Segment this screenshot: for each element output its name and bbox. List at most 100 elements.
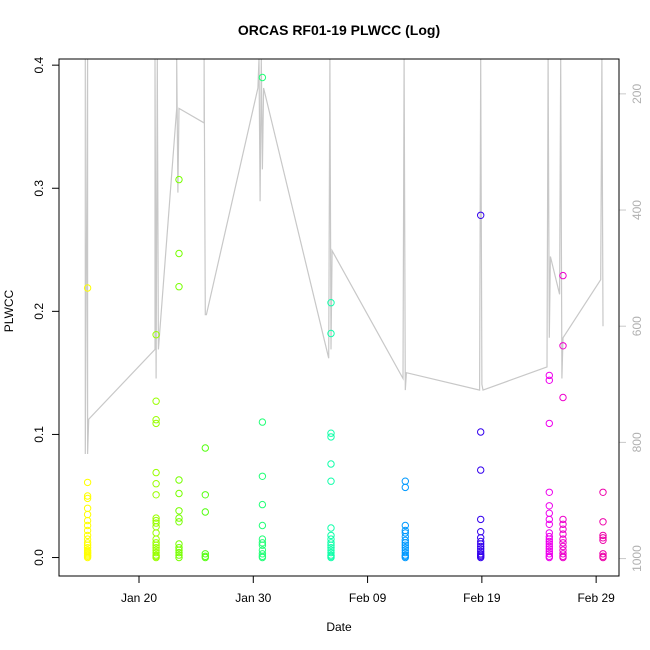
x-tick-label: Feb 19 <box>463 591 501 605</box>
data-point <box>175 489 183 498</box>
data-point <box>545 535 553 543</box>
right-tick-label: 800 <box>630 432 644 452</box>
data-point <box>477 542 485 551</box>
data-point <box>327 531 335 540</box>
data-point <box>401 544 409 552</box>
data-point <box>327 299 335 307</box>
data-points-layer <box>83 73 607 562</box>
data-point <box>401 529 409 537</box>
data-point <box>545 545 553 553</box>
data-point <box>477 540 485 548</box>
data-point <box>258 500 267 509</box>
data-point <box>559 535 567 543</box>
data-point <box>175 548 183 557</box>
data-point <box>477 553 485 562</box>
data-point <box>152 548 160 557</box>
data-point <box>83 492 92 500</box>
data-point <box>83 521 92 530</box>
data-point <box>401 483 409 492</box>
x-tick-label: Jan 30 <box>235 591 271 605</box>
x-tick-label: Jan 20 <box>121 591 157 605</box>
data-point <box>477 211 485 220</box>
data-point <box>175 249 183 258</box>
data-point <box>175 175 183 184</box>
data-point <box>599 536 607 544</box>
y-tick-label: 0.4 <box>32 56 46 73</box>
data-point <box>401 539 409 547</box>
flight-series-6 <box>327 299 335 562</box>
data-point <box>477 515 485 524</box>
data-point <box>83 478 92 487</box>
data-point <box>152 419 160 428</box>
data-point <box>401 477 409 485</box>
data-point <box>152 535 160 543</box>
data-point <box>175 283 183 291</box>
flight-series-8 <box>477 211 485 562</box>
data-point <box>327 460 335 468</box>
flight-series-4 <box>201 444 210 562</box>
data-point <box>83 494 92 503</box>
right-tick-label: 400 <box>630 200 644 220</box>
x-tick-label: Feb 29 <box>577 591 615 605</box>
data-point <box>258 73 267 82</box>
data-point <box>152 519 160 527</box>
data-point <box>559 515 567 524</box>
data-point <box>152 541 160 549</box>
data-point <box>559 393 567 402</box>
data-point <box>201 491 210 499</box>
data-point <box>599 550 607 558</box>
data-point <box>545 371 553 380</box>
data-point <box>545 537 553 546</box>
plot-frame <box>58 58 620 577</box>
data-point <box>545 542 553 551</box>
data-point <box>258 521 267 530</box>
y-tick-label: 0.2 <box>32 303 46 320</box>
data-point <box>477 528 485 536</box>
data-point <box>175 476 183 484</box>
data-point <box>401 521 409 530</box>
data-point <box>327 524 335 532</box>
data-point <box>545 550 553 558</box>
data-point <box>327 329 335 338</box>
data-point <box>599 531 607 540</box>
data-point <box>545 502 553 510</box>
data-point <box>559 520 567 528</box>
data-point <box>559 342 567 350</box>
data-point <box>327 477 335 485</box>
data-point <box>327 548 335 557</box>
data-point <box>152 416 160 424</box>
flight-series-2 <box>152 331 160 562</box>
data-point <box>175 514 183 522</box>
data-point <box>83 504 92 512</box>
right-tick-label: 1000 <box>630 545 644 572</box>
data-point <box>152 397 160 405</box>
data-point <box>545 376 553 384</box>
data-point <box>152 480 160 488</box>
data-point <box>258 546 267 554</box>
data-point <box>152 553 160 562</box>
data-point <box>175 540 183 548</box>
data-point <box>258 550 267 558</box>
data-point <box>599 534 607 542</box>
data-point <box>599 518 607 526</box>
data-point <box>559 530 567 538</box>
data-point <box>327 544 335 552</box>
data-point <box>401 541 409 549</box>
data-point <box>401 536 409 544</box>
data-point <box>599 488 607 496</box>
data-point <box>152 514 160 522</box>
data-point <box>258 541 267 549</box>
data-point <box>175 507 183 515</box>
data-point <box>175 551 183 559</box>
data-point <box>83 516 92 525</box>
flight-series-1 <box>83 284 92 562</box>
data-point <box>559 539 567 547</box>
data-point <box>175 518 183 526</box>
data-point <box>152 544 160 552</box>
axes-layer: Jan 20 Jan 30 Feb 09 Feb 19 Feb 29 0.0 0.1 0.2 0… <box>32 56 644 605</box>
pressure-trace-line <box>84 59 604 455</box>
flight-series-10 <box>559 271 567 562</box>
data-point <box>258 472 267 480</box>
data-point <box>327 541 335 549</box>
